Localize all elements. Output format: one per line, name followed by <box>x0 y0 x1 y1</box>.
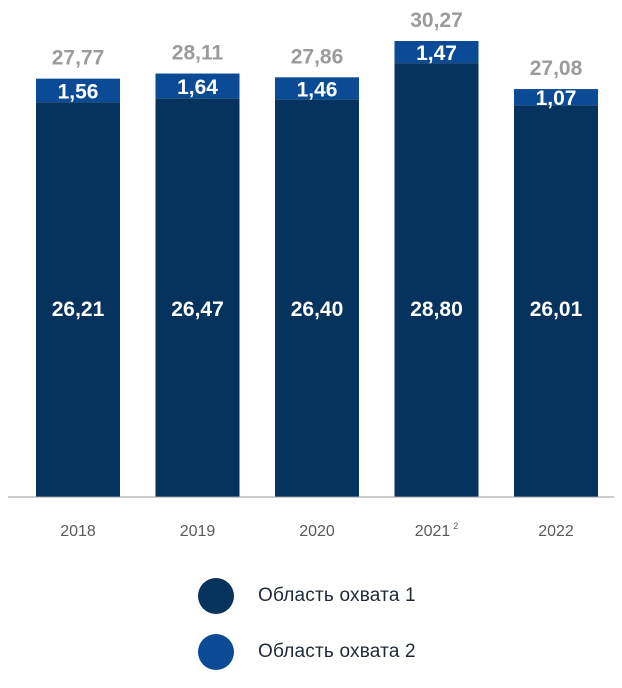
bar-scope-1-2022 <box>514 105 598 497</box>
x-tick-label-2018: 2018 <box>60 523 96 540</box>
data-label-scope-2-2020: 1,46 <box>297 78 338 101</box>
total-label-2018: 27,77 <box>52 47 105 70</box>
legend: Область охвата 1 Область охвата 2 <box>198 576 416 688</box>
data-label-scope-1-2021: 28,80 <box>410 298 463 321</box>
total-label-2019: 28,11 <box>172 42 224 65</box>
data-label-scope-1-2022: 26,01 <box>530 298 583 321</box>
data-label-scope-2-2021: 1,47 <box>416 42 457 65</box>
data-label-scope-1-2019: 26,47 <box>171 298 224 321</box>
bar-scope-2-2020 <box>275 77 359 100</box>
legend-label-scope-1: Область охвата 1 <box>258 585 416 606</box>
x-tick-label-2020: 2020 <box>299 523 335 540</box>
bar-scope-1-2018 <box>36 102 120 497</box>
data-label-scope-1-2020: 26,40 <box>291 298 344 321</box>
x-tick-label-2021: 2021 2 <box>415 521 459 540</box>
total-label-2020: 27,86 <box>291 45 344 68</box>
x-tick-label-2022: 2022 <box>538 523 574 540</box>
bar-scope-1-2019 <box>155 98 240 497</box>
legend-swatch-scope-1 <box>198 578 234 614</box>
legend-item-scope-2: Область охвата 2 <box>198 632 416 672</box>
data-label-scope-2-2018: 1,56 <box>58 80 99 103</box>
bar-scope-2-2022 <box>514 89 598 106</box>
data-label-scope-2-2022: 1,07 <box>536 87 577 110</box>
total-label-2022: 27,08 <box>530 57 583 80</box>
data-label-scope-2-2019: 1,64 <box>177 76 218 99</box>
x-tick-label-2019: 2019 <box>180 523 216 540</box>
legend-label-scope-2: Область охвата 2 <box>258 641 416 662</box>
data-label-scope-1-2018: 26,21 <box>52 298 105 321</box>
bar-scope-1-2021 <box>394 63 479 497</box>
bar-scope-2-2018 <box>36 78 120 103</box>
legend-item-scope-1: Область охвата 1 <box>198 576 416 616</box>
bar-scope-1-2020 <box>275 99 359 497</box>
bar-chart: 26,21 1,56 27,77 2018 26,47 1,64 28,11 2019 26,4… <box>8 9 614 540</box>
total-label-2021: 30,27 <box>410 9 463 32</box>
legend-swatch-scope-2 <box>198 634 234 670</box>
bar-scope-2-2019 <box>155 73 240 99</box>
bar-scope-2-2021 <box>394 41 479 64</box>
